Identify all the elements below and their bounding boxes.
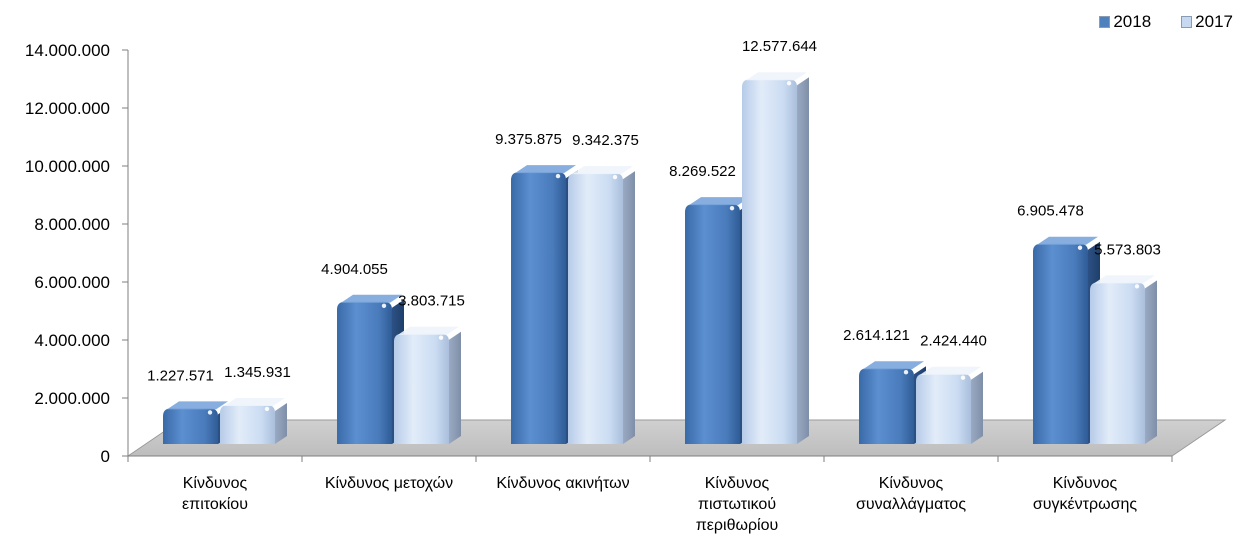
data-label: 4.904.055 <box>321 261 388 278</box>
bar-top <box>1037 236 1098 245</box>
bar-2018-2 <box>511 165 578 445</box>
bar-front <box>1090 282 1145 444</box>
bar-2017-5 <box>1090 275 1157 444</box>
legend-label-2018: 2018 <box>1113 12 1152 31</box>
bar-highlight <box>1134 284 1140 289</box>
data-label: 9.375.875 <box>495 131 562 148</box>
bar-front <box>1033 243 1088 444</box>
bar-2017-4 <box>916 366 983 444</box>
x-category-label: συναλλάγματος <box>856 496 966 513</box>
x-axis-ticks <box>127 456 1173 462</box>
bar-front <box>742 79 797 444</box>
bar-top <box>341 294 402 303</box>
x-category-label: επιτοκίου <box>182 496 248 513</box>
bar-top <box>398 326 459 335</box>
x-category-label: Κίνδυνος ακινήτων <box>496 475 629 492</box>
legend: 2018 2017 <box>1099 12 1233 32</box>
bar-highlight <box>555 173 561 179</box>
bar-front <box>337 301 392 444</box>
y-tick-label: 12.000.000 <box>25 99 110 118</box>
bar-highlight <box>1077 245 1083 250</box>
bar-top <box>224 397 285 406</box>
y-tick-label: 14.000.000 <box>25 41 110 60</box>
bar-side <box>1145 280 1157 444</box>
bar-side <box>623 171 635 445</box>
data-label: 12.577.644 <box>742 38 817 55</box>
bar-2018-3 <box>685 197 752 444</box>
bar-top <box>863 361 924 370</box>
x-category-label: περιθωρίου <box>696 517 779 534</box>
x-category-label: Κίνδυνος <box>879 475 944 492</box>
bar-highlight <box>960 375 966 380</box>
x-category-label: Κίνδυνος <box>1053 475 1118 492</box>
bar-front <box>511 172 566 445</box>
legend-swatch-2017 <box>1181 16 1193 28</box>
bar-side <box>797 77 809 444</box>
bar-front <box>568 173 623 445</box>
bar-top <box>920 366 981 375</box>
bar-highlight <box>729 205 735 211</box>
data-label: 2.424.440 <box>920 333 987 350</box>
y-tick-label: 4.000.000 <box>34 331 110 350</box>
bar-front <box>220 404 275 444</box>
bar-top <box>746 72 807 81</box>
x-category-label: συγκέντρωσης <box>1033 496 1137 513</box>
bar-highlight <box>786 81 792 86</box>
legend-label-2017: 2017 <box>1195 12 1233 31</box>
x-category-label: Κίνδυνος <box>705 475 770 492</box>
legend-swatch-2018 <box>1099 16 1111 28</box>
bar-2017-1 <box>394 326 461 444</box>
data-label: 9.342.375 <box>572 132 639 149</box>
bar-side <box>275 402 287 444</box>
bar-top <box>515 165 576 174</box>
y-tick-label: 6.000.000 <box>34 273 110 292</box>
bar-highlight <box>438 335 444 340</box>
bar-2017-2 <box>568 166 635 445</box>
data-label: 3.803.715 <box>398 293 465 310</box>
x-category-label: Κίνδυνος <box>183 475 248 492</box>
legend-item-2017: 2017 <box>1181 12 1233 32</box>
bar-highlight <box>612 174 618 180</box>
bar-2018-1 <box>337 294 404 444</box>
legend-item-2018: 2018 <box>1099 12 1151 32</box>
bar-front <box>163 408 218 444</box>
bar-highlight <box>381 303 387 308</box>
bar-2017-3 <box>742 72 809 444</box>
bar-side <box>449 331 461 444</box>
x-category-label: πιστωτικού <box>698 496 776 513</box>
bar-top <box>572 166 633 175</box>
bar-top <box>167 401 228 410</box>
y-tick-label: 10.000.000 <box>25 157 110 176</box>
bar-2017-0 <box>220 397 287 444</box>
bar-highlight <box>903 369 909 375</box>
y-tick-label: 8.000.000 <box>34 215 110 234</box>
bar-front <box>916 373 971 444</box>
category-labels-group: Κίνδυνος επιτοκίου Κίνδυνος μετοχών Κίνδυνο… <box>182 475 1137 534</box>
y-tick-label: 0 <box>101 447 110 466</box>
bars-group <box>163 72 1157 445</box>
data-label: 1.345.931 <box>224 364 291 381</box>
bar-2018-0 <box>163 401 230 444</box>
y-axis-ticks: 0 2.000.000 4.000.000 6.000.000 8.000.000 10.… <box>25 41 128 466</box>
data-label: 1.227.571 <box>147 367 214 384</box>
data-labels-group: 1.227.571 1.345.931 4.904.055 3.803.715 9.37… <box>147 38 1161 384</box>
bar-2018-5 <box>1033 236 1100 444</box>
bar-front <box>859 368 914 444</box>
data-label: 6.905.478 <box>1017 203 1084 220</box>
bar-top <box>689 197 750 206</box>
bar-highlight <box>264 406 270 412</box>
bar-2018-4 <box>859 361 926 444</box>
bar-front <box>685 204 740 444</box>
data-label: 5.573.803 <box>1094 241 1161 258</box>
bar-highlight <box>207 410 213 415</box>
y-tick-label: 2.000.000 <box>34 389 110 408</box>
data-label: 8.269.522 <box>669 163 736 180</box>
bar-side <box>971 371 983 444</box>
data-label: 2.614.121 <box>843 327 910 344</box>
x-category-label: Κίνδυνος μετοχών <box>325 475 453 492</box>
bar-top <box>1094 275 1155 284</box>
bar-front <box>394 333 449 444</box>
